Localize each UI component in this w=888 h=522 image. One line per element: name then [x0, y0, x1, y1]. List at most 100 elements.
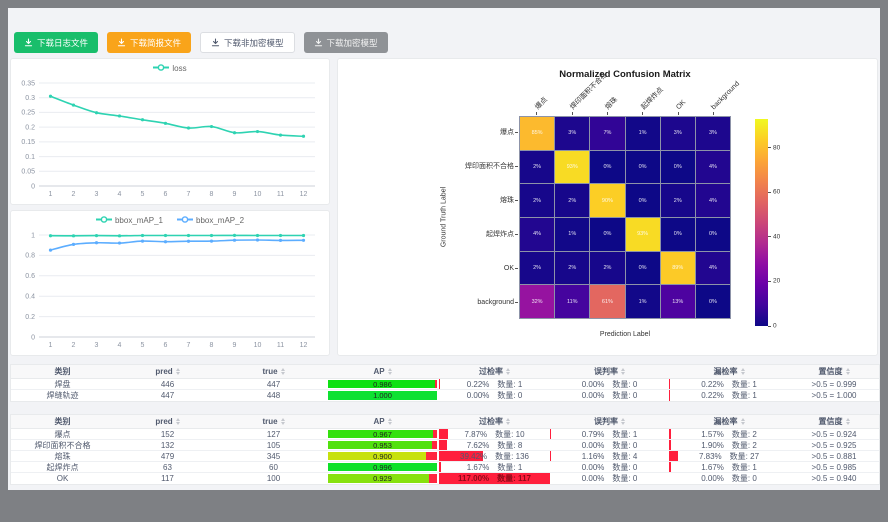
svg-text:0.35: 0.35	[21, 80, 35, 87]
class-name-cell: OK	[56, 474, 69, 483]
sort-desc-icon[interactable]	[387, 422, 392, 425]
ap-bar	[328, 441, 432, 449]
overkill-rate-count: 数量: 1	[497, 379, 523, 389]
sort-asc-icon[interactable]	[621, 368, 625, 371]
misjudge-rate-cell: 1.16% 数量: 4	[550, 451, 669, 461]
legend-item-bbox_mAP_2[interactable]: bbox_mAP_2	[177, 215, 244, 226]
matrix-cell: 2%	[520, 184, 555, 217]
col-header-pred[interactable]: pred	[114, 415, 221, 428]
sort-desc-icon[interactable]	[621, 372, 625, 375]
sort-carets-icon[interactable]	[280, 368, 285, 375]
sort-asc-icon[interactable]	[740, 368, 745, 371]
download-button-4[interactable]: 下载加密模型	[303, 32, 388, 53]
col-header-true[interactable]: true	[221, 415, 326, 428]
miss-rate-cell: 1.57% 数量: 2	[669, 429, 789, 439]
matrix-cell: 0%	[660, 150, 695, 184]
ap-cell: 1.000	[326, 390, 439, 401]
sort-asc-icon[interactable]	[175, 418, 180, 421]
data-point	[71, 242, 76, 246]
sort-desc-icon[interactable]	[621, 422, 625, 425]
sort-desc-icon[interactable]	[387, 372, 392, 375]
row-label: 爆点	[500, 129, 514, 137]
sort-asc-icon[interactable]	[740, 418, 745, 421]
sort-desc-icon[interactable]	[280, 422, 285, 425]
matrix-cell: 11%	[555, 285, 590, 318]
sort-asc-icon[interactable]	[387, 368, 392, 371]
miss-rate-count: 数量: 27	[729, 451, 760, 461]
sort-desc-icon[interactable]	[175, 422, 180, 425]
class-name-cell: 熔珠	[54, 451, 71, 461]
sort-carets-icon[interactable]	[175, 368, 180, 375]
matrix-cell-value: 85%	[531, 130, 543, 137]
true-count-cell: 127	[266, 429, 281, 439]
col-header-true[interactable]: true	[221, 365, 326, 378]
sort-asc-icon[interactable]	[621, 418, 625, 421]
col-header-AP[interactable]: AP	[326, 365, 439, 378]
sort-carets-icon[interactable]	[740, 368, 745, 375]
col-header-漏检率[interactable]: 漏检率	[669, 365, 789, 378]
sort-asc-icon[interactable]	[845, 368, 850, 371]
data-point	[232, 233, 237, 238]
sort-asc-icon[interactable]	[845, 418, 850, 421]
matrix-cell-value: 11%	[566, 298, 578, 305]
sort-asc-icon[interactable]	[280, 368, 285, 371]
sort-carets-icon[interactable]	[387, 418, 392, 425]
legend-item-bbox_mAP_1[interactable]: bbox_mAP_1	[95, 215, 163, 226]
confusion-matrix-card: Normalized Confusion Matrix Ground Truth…	[337, 58, 878, 356]
sort-carets-icon[interactable]	[506, 368, 510, 375]
sort-asc-icon[interactable]	[387, 418, 392, 421]
col-header-误判率[interactable]: 误判率	[550, 415, 669, 428]
download-button-2[interactable]: 下载简报文件	[107, 32, 192, 53]
col-header-pred[interactable]: pred	[114, 365, 221, 378]
sort-desc-icon[interactable]	[845, 422, 850, 425]
col-header-label: 置信度	[818, 367, 843, 376]
sort-carets-icon[interactable]	[387, 368, 392, 375]
sort-carets-icon[interactable]	[740, 418, 745, 425]
sort-desc-icon[interactable]	[740, 422, 745, 425]
sort-carets-icon[interactable]	[845, 418, 850, 425]
sort-asc-icon[interactable]	[175, 368, 180, 371]
sort-desc-icon[interactable]	[280, 372, 285, 375]
data-point	[48, 234, 53, 238]
overkill-rate-count: 数量: 8	[497, 440, 523, 450]
confidence-cell: >0.5 = 0.925	[811, 440, 857, 450]
sort-carets-icon[interactable]	[621, 368, 625, 375]
sort-asc-icon[interactable]	[280, 418, 285, 421]
sort-desc-icon[interactable]	[506, 372, 510, 375]
sort-carets-icon[interactable]	[845, 368, 850, 375]
row-label: 起焊炸点	[486, 230, 514, 238]
col-header-过检率[interactable]: 过检率	[439, 415, 550, 428]
col-header-AP[interactable]: AP	[326, 415, 439, 428]
sort-desc-icon[interactable]	[175, 372, 180, 375]
sort-asc-icon[interactable]	[506, 368, 510, 371]
confidence-cell: >0.5 = 0.940	[811, 474, 857, 483]
misjudge-rate-bar	[550, 429, 551, 439]
confidence-cell: >0.5 = 0.881	[811, 451, 857, 461]
download-button-1[interactable]: 下载日志文件	[14, 32, 99, 53]
data-point	[117, 241, 122, 245]
download-button-3[interactable]: 下载非加密模型	[200, 32, 295, 53]
svg-text:5: 5	[141, 342, 145, 349]
class-name-cell: 焊缝轨迹	[46, 391, 79, 400]
legend-item-loss[interactable]: loss	[153, 63, 187, 74]
col-header-置信度[interactable]: 置信度	[789, 365, 879, 378]
sort-carets-icon[interactable]	[506, 418, 510, 425]
overkill-rate-cell: 39.42% 数量: 136	[439, 451, 550, 461]
sort-carets-icon[interactable]	[175, 418, 180, 425]
col-header-置信度[interactable]: 置信度	[789, 415, 879, 428]
chart-legend: bbox_mAP_1 bbox_mAP_2	[11, 211, 329, 229]
col-header-过检率[interactable]: 过检率	[439, 365, 550, 378]
svg-text:0.25: 0.25	[21, 110, 35, 117]
data-point	[48, 94, 53, 98]
sort-desc-icon[interactable]	[845, 372, 850, 375]
sort-asc-icon[interactable]	[506, 418, 510, 421]
col-header-漏检率[interactable]: 漏检率	[669, 415, 789, 428]
sort-desc-icon[interactable]	[506, 422, 510, 425]
ap-cell: 0.996	[326, 462, 439, 472]
sort-carets-icon[interactable]	[621, 418, 625, 425]
col-header-误判率[interactable]: 误判率	[550, 365, 669, 378]
row-label: 焊印面积不合格	[465, 163, 514, 171]
sort-desc-icon[interactable]	[740, 372, 745, 375]
series-line-bbox_mAP_2	[50, 239, 304, 251]
sort-carets-icon[interactable]	[280, 418, 285, 425]
